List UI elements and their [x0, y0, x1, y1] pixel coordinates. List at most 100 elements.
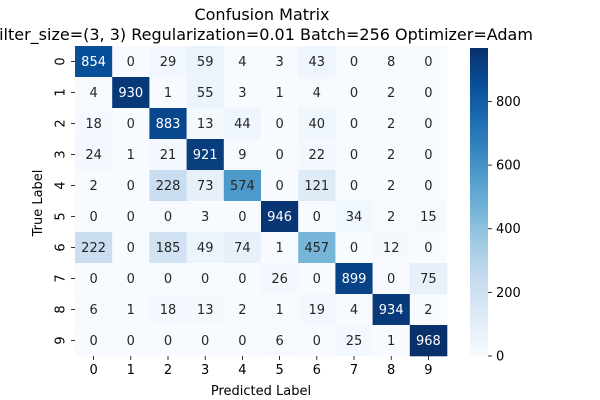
cell-value-label: 0 [238, 272, 246, 287]
x-tick-label: 0 [89, 363, 97, 378]
heatmap-cell [261, 325, 299, 357]
cell-value-label: 0 [275, 117, 283, 132]
heatmap-cell [409, 294, 448, 326]
heatmap-cell [298, 108, 336, 140]
heatmap-cell [372, 232, 411, 264]
heatmap-cell [149, 201, 187, 233]
heatmap-cell [186, 108, 225, 140]
cell-value-label: 1 [387, 334, 395, 349]
heatmap-cell [223, 170, 262, 202]
x-tick-label: 2 [164, 363, 172, 378]
heatmap-cell [261, 77, 299, 109]
heatmap-cell [372, 77, 411, 109]
heatmap-cell [112, 201, 150, 233]
heatmap-cell [149, 77, 187, 109]
heatmap-cell [335, 139, 373, 171]
cell-value-label: 968 [416, 334, 441, 349]
heatmap-cell [75, 46, 113, 78]
heatmap-cell [261, 294, 299, 326]
heatmap-cell [149, 325, 187, 357]
heatmap-cell [335, 46, 373, 78]
cell-value-label: 1 [275, 241, 283, 256]
heatmap-cell [335, 201, 373, 233]
heatmap-cell [409, 170, 448, 202]
cell-value-label: 0 [424, 86, 432, 101]
cell-value-label: 0 [238, 210, 246, 225]
x-tick-label: 7 [350, 363, 358, 378]
cell-value-label: 59 [197, 55, 214, 70]
heatmap-cells: 854 0 29 59 4 3 43 0 8 04 930 1 55 3 1 4 0 2 018 0 883 13 44 0 4… [75, 46, 448, 357]
y-tick-label: 3 [54, 150, 69, 158]
y-tick-label: 1 [54, 88, 69, 96]
cell-value-label: 25 [346, 334, 363, 349]
cell-value-label: 18 [85, 117, 102, 132]
heatmap-cell [186, 294, 225, 326]
cell-value-label: 0 [127, 55, 135, 70]
cell-value-label: 2 [387, 179, 395, 194]
y-tick-label: 9 [54, 336, 69, 344]
cell-value-label: 0 [164, 334, 172, 349]
cell-value-label: 40 [309, 117, 326, 132]
heatmap-cell [186, 263, 225, 295]
heatmap-cell [112, 263, 150, 295]
heatmap-cell [75, 325, 113, 357]
x-tick-label: 4 [238, 363, 246, 378]
heatmap-cell [75, 139, 113, 171]
cell-value-label: 0 [127, 210, 135, 225]
heatmap-cell [261, 263, 299, 295]
cell-value-label: 1 [275, 303, 283, 318]
heatmap-cell [372, 139, 411, 171]
heatmap-cell [223, 77, 262, 109]
heatmap-cell [372, 263, 411, 295]
cell-value-label: 0 [350, 117, 358, 132]
heatmap-cell [186, 46, 225, 78]
heatmap-cell [409, 325, 448, 357]
cell-value-label: 13 [197, 303, 214, 318]
cell-value-label: 1 [127, 303, 135, 318]
y-axis-label: True Label [31, 170, 46, 238]
y-tick-label: 7 [54, 274, 69, 282]
cell-value-label: 0 [127, 241, 135, 256]
heatmap-cell [149, 294, 187, 326]
x-tick-label: 8 [387, 363, 395, 378]
cell-value-label: 185 [156, 241, 181, 256]
cell-value-label: 34 [346, 210, 363, 225]
cell-value-label: 222 [81, 241, 106, 256]
cell-value-label: 73 [197, 179, 214, 194]
heatmap-cell [112, 325, 150, 357]
heatmap-cell [298, 232, 336, 264]
heatmap-cell [261, 139, 299, 171]
y-tick-label: 0 [54, 57, 69, 65]
heatmap-cell [261, 201, 299, 233]
cell-value-label: 43 [309, 55, 326, 70]
cell-value-label: 946 [267, 210, 292, 225]
cell-value-label: 0 [424, 117, 432, 132]
cell-value-label: 0 [313, 210, 321, 225]
cell-value-label: 0 [275, 179, 283, 194]
colorbar-tick-label: 600 [496, 159, 521, 174]
cell-value-label: 0 [424, 148, 432, 163]
heatmap-cell [112, 294, 150, 326]
cell-value-label: 0 [127, 272, 135, 287]
cell-value-label: 0 [127, 334, 135, 349]
heatmap-cell [186, 77, 225, 109]
heatmap-cell [409, 46, 448, 78]
heatmap-cell [335, 77, 373, 109]
cell-value-label: 2 [424, 303, 432, 318]
cell-value-label: 0 [350, 241, 358, 256]
cell-value-label: 4 [89, 86, 97, 101]
heatmap-cell [75, 294, 113, 326]
cell-value-label: 2 [387, 210, 395, 225]
colorbar [470, 48, 488, 356]
heatmap-cell [149, 232, 187, 264]
heatmap-cell [372, 170, 411, 202]
heatmap-cell [186, 232, 225, 264]
cell-value-label: 4 [350, 303, 358, 318]
cell-value-label: 0 [313, 334, 321, 349]
heatmap-cell [75, 108, 113, 140]
heatmap-cell [409, 139, 448, 171]
cell-value-label: 6 [89, 303, 97, 318]
heatmap-cell [149, 263, 187, 295]
cell-value-label: 6 [275, 334, 283, 349]
